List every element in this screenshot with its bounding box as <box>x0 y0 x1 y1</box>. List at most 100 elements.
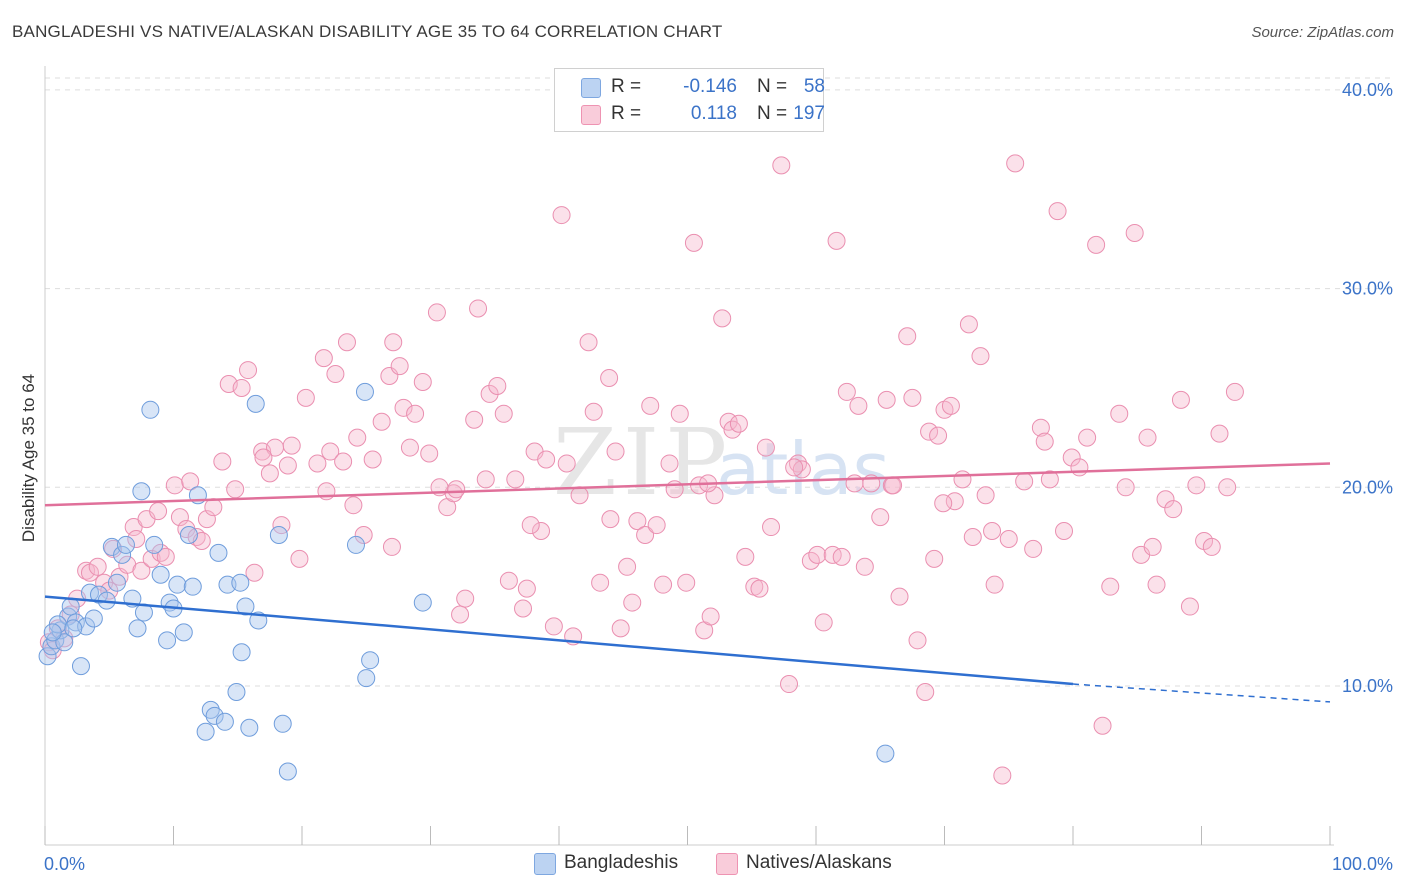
bangladeshis-point <box>179 526 198 544</box>
natives-point <box>814 613 833 632</box>
legend-n-label: N = <box>757 103 788 124</box>
natives-point <box>427 303 446 322</box>
natives-point <box>762 518 781 537</box>
natives-point <box>1143 537 1162 556</box>
natives-point <box>570 486 589 505</box>
natives-point <box>823 545 842 564</box>
natives-point <box>890 587 909 606</box>
natives-point <box>884 476 903 495</box>
natives-point <box>181 472 200 491</box>
bangladeshis-points <box>38 382 895 781</box>
bangladeshis-point <box>355 382 374 401</box>
natives-point <box>837 382 856 401</box>
natives-point <box>1202 537 1221 556</box>
natives-point <box>88 557 107 576</box>
natives-point <box>321 442 340 461</box>
bangladeshis-trend-line <box>44 595 1074 686</box>
natives-point <box>623 593 642 612</box>
natives-point <box>701 607 720 626</box>
bangladeshis-swatch <box>534 853 556 875</box>
natives-point <box>963 527 982 546</box>
natives-point <box>579 333 598 352</box>
natives-point <box>456 589 475 608</box>
natives-point <box>920 422 939 441</box>
bangladeshis-point <box>61 597 80 616</box>
natives-point <box>557 454 576 473</box>
bangladeshis-point <box>107 573 126 592</box>
natives-point <box>1125 223 1144 242</box>
natives-point <box>1218 478 1237 497</box>
natives-point <box>296 388 315 407</box>
bangladeshis-point <box>240 718 259 737</box>
natives-point <box>537 450 556 469</box>
natives-point <box>165 476 184 495</box>
natives-point <box>785 458 804 477</box>
natives-point <box>142 549 161 568</box>
natives-point <box>344 496 363 515</box>
natives-point <box>239 361 258 380</box>
bangladeshis-point <box>38 647 57 666</box>
bangladeshis-point <box>116 535 135 554</box>
natives-point <box>780 675 799 694</box>
bangladeshis-point <box>183 577 202 596</box>
natives-point <box>469 299 488 318</box>
natives-trend-line <box>44 462 1331 507</box>
y-tick-label: 20.0% <box>1342 477 1393 497</box>
natives-point <box>149 502 168 521</box>
natives-point <box>1078 428 1097 447</box>
natives-point <box>494 404 513 423</box>
natives-point <box>600 369 619 388</box>
natives-point <box>792 460 811 479</box>
natives-point <box>124 518 143 537</box>
natives-point <box>1035 432 1054 451</box>
bangladeshis-point <box>168 575 187 594</box>
natives-point <box>156 547 175 566</box>
natives-point <box>390 357 409 376</box>
natives-point <box>1147 575 1166 594</box>
bangladeshis-point <box>209 543 228 562</box>
bangladeshis-point <box>215 712 234 731</box>
natives-point <box>1087 235 1106 254</box>
natives-point <box>628 512 647 531</box>
natives-point <box>1055 522 1074 541</box>
natives-point <box>517 579 536 598</box>
natives-point <box>660 454 679 473</box>
natives-point <box>1164 500 1183 519</box>
natives-point <box>363 450 382 469</box>
natives-point <box>983 522 1002 541</box>
natives-point <box>1024 539 1043 558</box>
legend-n-label: N = <box>757 76 788 97</box>
y-tick-label: 40.0% <box>1342 80 1393 100</box>
natives-point <box>908 631 927 650</box>
y-axis-title: Disability Age 35 to 64 <box>19 374 38 542</box>
natives-point <box>1187 476 1206 495</box>
bangladeshis-point <box>278 762 297 781</box>
natives-point <box>855 557 874 576</box>
natives-point <box>1225 382 1244 401</box>
natives-point <box>601 510 620 529</box>
bangladeshis-point <box>196 722 215 741</box>
natives-point <box>736 547 755 566</box>
legend-r-value: 0.118 <box>690 103 737 124</box>
natives-point <box>514 599 533 618</box>
natives-point <box>326 365 345 384</box>
natives-point <box>654 575 673 594</box>
natives-point <box>127 529 146 548</box>
bangladeshis-point <box>151 565 170 584</box>
natives-point <box>591 573 610 592</box>
natives-point <box>394 398 413 417</box>
bangladeshis-point <box>232 643 251 662</box>
legend-n-value: 58 <box>803 76 825 97</box>
bangladeshis-point <box>145 535 164 554</box>
natives-point <box>1006 154 1025 173</box>
natives-point <box>132 561 151 580</box>
natives-point <box>1116 478 1135 497</box>
natives-point <box>941 396 960 415</box>
bangladeshis-point <box>876 744 895 763</box>
natives-swatch <box>716 853 738 875</box>
bangladeshis-point <box>55 633 74 652</box>
natives-point <box>451 605 470 624</box>
axes <box>44 66 1334 846</box>
natives-point <box>290 549 309 568</box>
natives-point <box>1180 597 1199 616</box>
